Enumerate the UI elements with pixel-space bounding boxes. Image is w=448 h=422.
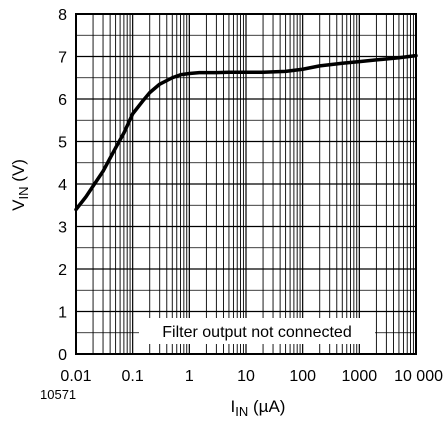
y-tick-label: 1 bbox=[58, 305, 67, 322]
figure-id: 10571 bbox=[40, 387, 76, 402]
y-tick-label: 2 bbox=[58, 262, 67, 279]
plot-frame bbox=[75, 13, 417, 355]
y-tick-label: 3 bbox=[58, 220, 67, 237]
series-line bbox=[74, 53, 418, 212]
x-axis-label: IIN (µA) bbox=[231, 397, 286, 419]
y-tick-labels: 0 1 2 3 4 5 6 7 8 bbox=[58, 7, 67, 364]
y-tick-label: 6 bbox=[58, 92, 67, 109]
x-tick-label: 1 bbox=[185, 368, 194, 385]
x-tick-label: 10 000 bbox=[394, 368, 443, 385]
y-tick-label: 8 bbox=[58, 7, 67, 24]
x-tick-label: 10 bbox=[237, 368, 255, 385]
x-tick-label: 100 bbox=[289, 368, 316, 385]
x-tick-labels: 0.01 0.1 1 10 100 1000 10 000 bbox=[60, 368, 443, 385]
y-tick-label: 5 bbox=[58, 135, 67, 152]
grid bbox=[75, 13, 416, 355]
y-tick-label: 0 bbox=[58, 347, 67, 364]
x-tick-label: 0.1 bbox=[122, 368, 144, 385]
x-tick-label: 0.01 bbox=[60, 368, 91, 385]
annotation-text: Filter output not connected bbox=[162, 324, 351, 341]
annotation-box bbox=[139, 318, 375, 344]
x-tick-label: 1000 bbox=[342, 368, 378, 385]
y-tick-label: 4 bbox=[58, 177, 67, 194]
y-tick-label: 7 bbox=[58, 50, 67, 67]
y-axis-label: VIN (V) bbox=[9, 159, 31, 211]
